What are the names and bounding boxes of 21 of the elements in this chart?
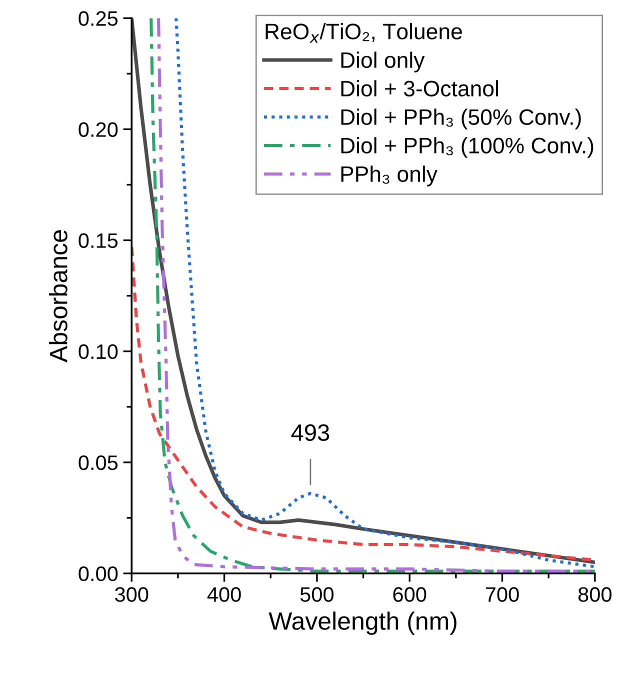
- y-axis-title: Absorbance: [49, 230, 68, 362]
- x-axis-title: Wavelength (nm): [268, 612, 456, 635]
- legend-label: PPh₃ only: [341, 166, 438, 186]
- legend-label: Diol + PPh₃ (100% Conv.): [341, 137, 594, 158]
- legend-label: Diol only: [341, 52, 425, 72]
- legend-title: ReO$_{x}$/TiO₂, Toluene: [266, 23, 462, 43]
- y-tick-label: 0.15: [78, 233, 118, 248]
- y-tick-label: 0.10: [78, 344, 118, 360]
- y-tick-label: 0.20: [78, 122, 118, 137]
- y-tick-label: 0.05: [78, 455, 118, 470]
- y-tick-label: 0.00: [78, 566, 118, 582]
- x-tick-label: 600: [393, 587, 426, 602]
- x-tick-label: 400: [207, 587, 241, 602]
- x-tick-label: 700: [486, 587, 519, 602]
- legend-label: Diol + 3-Octanol: [341, 80, 498, 96]
- y-tick-label: 0.25: [78, 11, 118, 26]
- x-tick-label: 500: [300, 587, 334, 602]
- x-tick-label: 300: [115, 587, 148, 602]
- x-tick-label: 800: [578, 587, 612, 602]
- annotation: 493: [291, 424, 330, 442]
- legend-label: Diol + PPh₃ (50% Conv.): [341, 108, 581, 130]
